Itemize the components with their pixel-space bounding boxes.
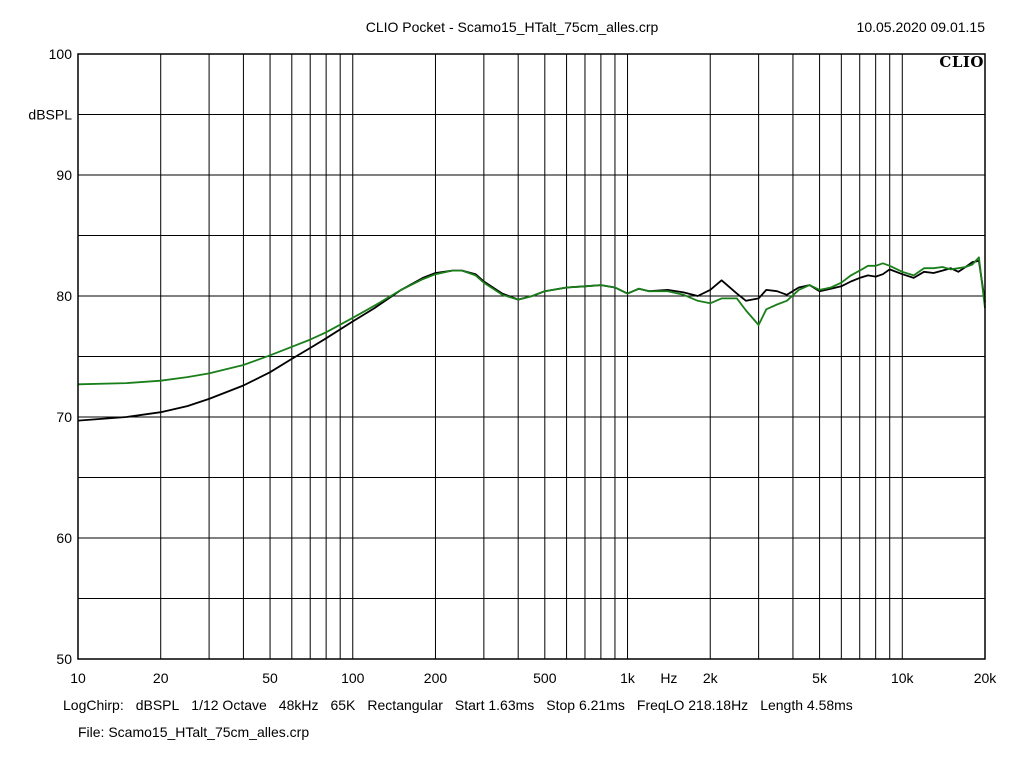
x-tick-label: 5k [812,670,828,686]
measurement-info: LogChirp: dBSPL 1/12 Octave 48kHz 65K Rectang… [63,697,865,713]
y-tick-label: 80 [56,288,72,304]
info-item: Stop 6.21ms [546,697,625,713]
info-item: Length 4.58ms [760,697,853,713]
info-item: FreqLO 218.18Hz [636,697,749,713]
info-item: 48kHz [278,697,319,713]
x-tick-label: 20k [974,670,998,686]
y-axis-label: dBSPL [28,107,72,123]
grid [77,53,986,660]
x-tick-label: 2k [703,670,719,686]
clio-logo: CLIO [939,53,984,71]
x-tick-label: 10k [891,670,915,686]
y-tick-label: 100 [49,46,73,62]
x-axis-label: Hz [660,670,677,686]
y-tick-label: 50 [56,651,72,667]
info-item: 1/12 Octave [191,697,267,713]
plot-frame [77,53,986,660]
y-tick-label: 60 [56,530,72,546]
info-item: LogChirp: [63,697,124,713]
file-name: File: Scamo15_HTalt_75cm_alles.crp [78,724,310,740]
page-title: CLIO Pocket - Scamo15_HTalt_75cm_alles.c… [365,19,659,35]
y-tick-label: 90 [56,167,72,183]
x-tick-label: 1k [620,670,636,686]
x-tick-label: 20 [153,670,169,686]
x-tick-label: 100 [341,670,365,686]
timestamp: 10.05.2020 09.01.15 [856,19,985,35]
x-tick-label: 500 [533,670,557,686]
info-item: 65K [330,697,356,713]
x-tick-label: 200 [424,670,448,686]
info-item: Start 1.63ms [454,697,535,713]
y-tick-label: 70 [56,409,72,425]
axis-labels: 10 20 50 100 200 500 1k 2k 5k 10k 20k Hz 50 60 70 80 90 1… [28,46,997,686]
series-layer [77,256,986,422]
info-item: dBSPL [135,697,180,713]
series-line-2 [77,256,986,386]
info-item: Rectangular [367,697,443,713]
x-tick-label: 10 [70,670,86,686]
x-tick-label: 50 [262,670,278,686]
series-line-1 [77,259,986,422]
